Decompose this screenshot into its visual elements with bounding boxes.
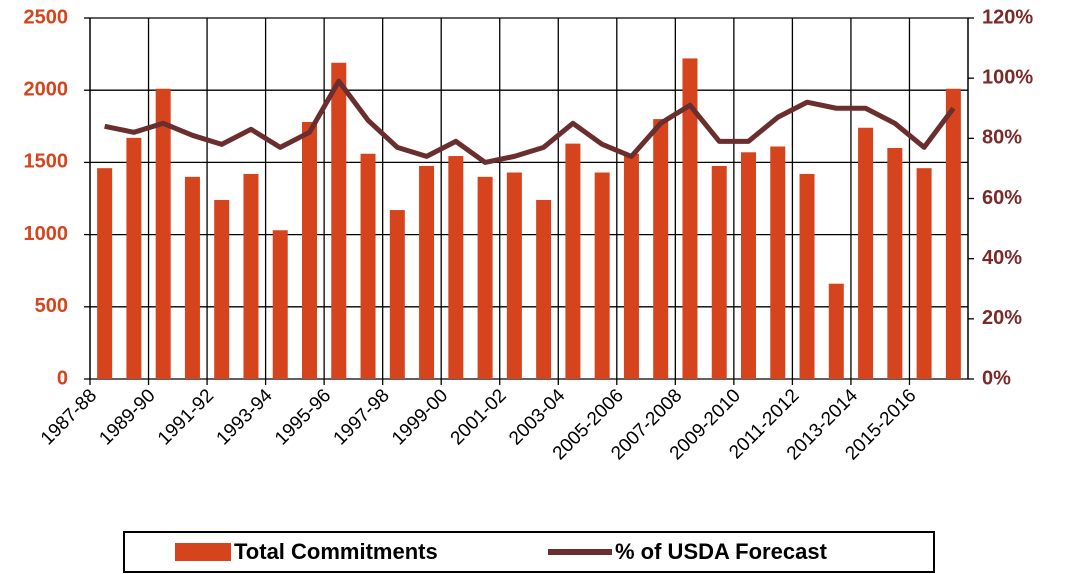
bar <box>916 168 932 379</box>
legend-swatch <box>175 543 231 561</box>
x-tick-label: 1989-90 <box>95 385 159 449</box>
bar <box>448 156 464 379</box>
bar <box>945 88 961 380</box>
y2-tick-label: 80% <box>982 127 1022 149</box>
bar <box>565 143 581 379</box>
bar <box>623 153 639 379</box>
bar <box>184 176 200 379</box>
y-tick-label: 0 <box>57 367 68 389</box>
bar <box>419 166 435 379</box>
bar <box>682 58 698 379</box>
bar <box>272 230 288 379</box>
legend-box <box>123 531 935 573</box>
y2-tick-label: 60% <box>982 187 1022 209</box>
bar <box>360 153 376 379</box>
bar <box>243 173 259 379</box>
x-tick-label: 1997-98 <box>330 385 394 449</box>
line <box>104 78 956 165</box>
bar <box>536 199 552 379</box>
bar <box>594 172 610 379</box>
x-tick-label: 1991-92 <box>154 385 218 449</box>
bar <box>799 173 815 379</box>
bar <box>214 199 230 379</box>
x-tick-label: 1999-00 <box>388 385 452 449</box>
bar <box>770 146 786 379</box>
x-tick-label: 2001-02 <box>447 385 511 449</box>
bar <box>858 127 874 379</box>
bar <box>97 168 113 379</box>
bar <box>331 62 347 379</box>
legend-label: Total Commitments <box>234 539 438 564</box>
y-tick-label: 1000 <box>24 223 69 245</box>
x-tick-label: 1993-94 <box>213 385 277 449</box>
bar <box>389 210 405 379</box>
x-tick-label: 1995-96 <box>271 385 335 449</box>
y-tick-label: 2000 <box>24 78 69 100</box>
y2-tick-label: 100% <box>982 66 1033 88</box>
y-tick-label: 2500 <box>24 6 69 28</box>
y-tick-label: 1500 <box>24 151 69 173</box>
legend-label: % of USDA Forecast <box>615 539 828 564</box>
y2-tick-label: 40% <box>982 247 1022 269</box>
bar <box>828 283 844 379</box>
y2-tick-label: 0% <box>982 367 1011 389</box>
y-tick-label: 500 <box>35 295 68 317</box>
bar <box>477 176 493 379</box>
y2-tick-label: 20% <box>982 307 1022 329</box>
bar <box>711 166 727 379</box>
bar <box>126 137 142 379</box>
bar <box>741 152 756 379</box>
bar <box>506 172 522 379</box>
bar <box>887 147 903 379</box>
x-tick-label: 1987-88 <box>37 385 101 449</box>
bar <box>302 121 317 379</box>
bar <box>155 88 171 380</box>
bar <box>653 119 669 379</box>
y2-tick-label: 120% <box>982 6 1033 28</box>
